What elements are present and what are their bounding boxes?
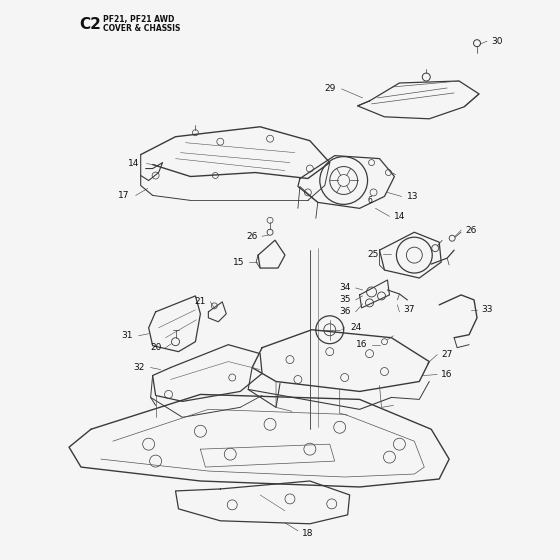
Text: 6: 6 bbox=[367, 196, 372, 205]
Text: 31: 31 bbox=[121, 331, 133, 340]
Text: 17: 17 bbox=[118, 191, 129, 200]
Text: 26: 26 bbox=[465, 226, 477, 235]
Text: 13: 13 bbox=[407, 192, 418, 201]
Text: 14: 14 bbox=[128, 159, 139, 168]
Text: COVER & CHASSIS: COVER & CHASSIS bbox=[103, 24, 180, 33]
Text: 16: 16 bbox=[356, 340, 367, 349]
Text: 21: 21 bbox=[195, 297, 206, 306]
Text: PF21, PF21 AWD: PF21, PF21 AWD bbox=[103, 15, 174, 24]
Text: 14: 14 bbox=[394, 212, 405, 221]
Text: 27: 27 bbox=[441, 350, 453, 359]
Text: 25: 25 bbox=[368, 250, 379, 259]
Text: 26: 26 bbox=[246, 232, 258, 241]
Text: 34: 34 bbox=[339, 283, 351, 292]
Text: C2: C2 bbox=[79, 17, 101, 32]
Text: 35: 35 bbox=[339, 296, 351, 305]
Text: 30: 30 bbox=[491, 37, 503, 46]
Text: 32: 32 bbox=[133, 363, 144, 372]
Text: 24: 24 bbox=[350, 323, 361, 332]
Text: 20: 20 bbox=[150, 343, 161, 352]
Text: 29: 29 bbox=[324, 85, 335, 94]
Text: 16: 16 bbox=[441, 370, 453, 379]
Text: 15: 15 bbox=[232, 258, 244, 267]
Text: 37: 37 bbox=[404, 305, 415, 314]
Text: 18: 18 bbox=[302, 529, 314, 538]
Text: 33: 33 bbox=[481, 305, 493, 314]
Text: 36: 36 bbox=[339, 307, 351, 316]
